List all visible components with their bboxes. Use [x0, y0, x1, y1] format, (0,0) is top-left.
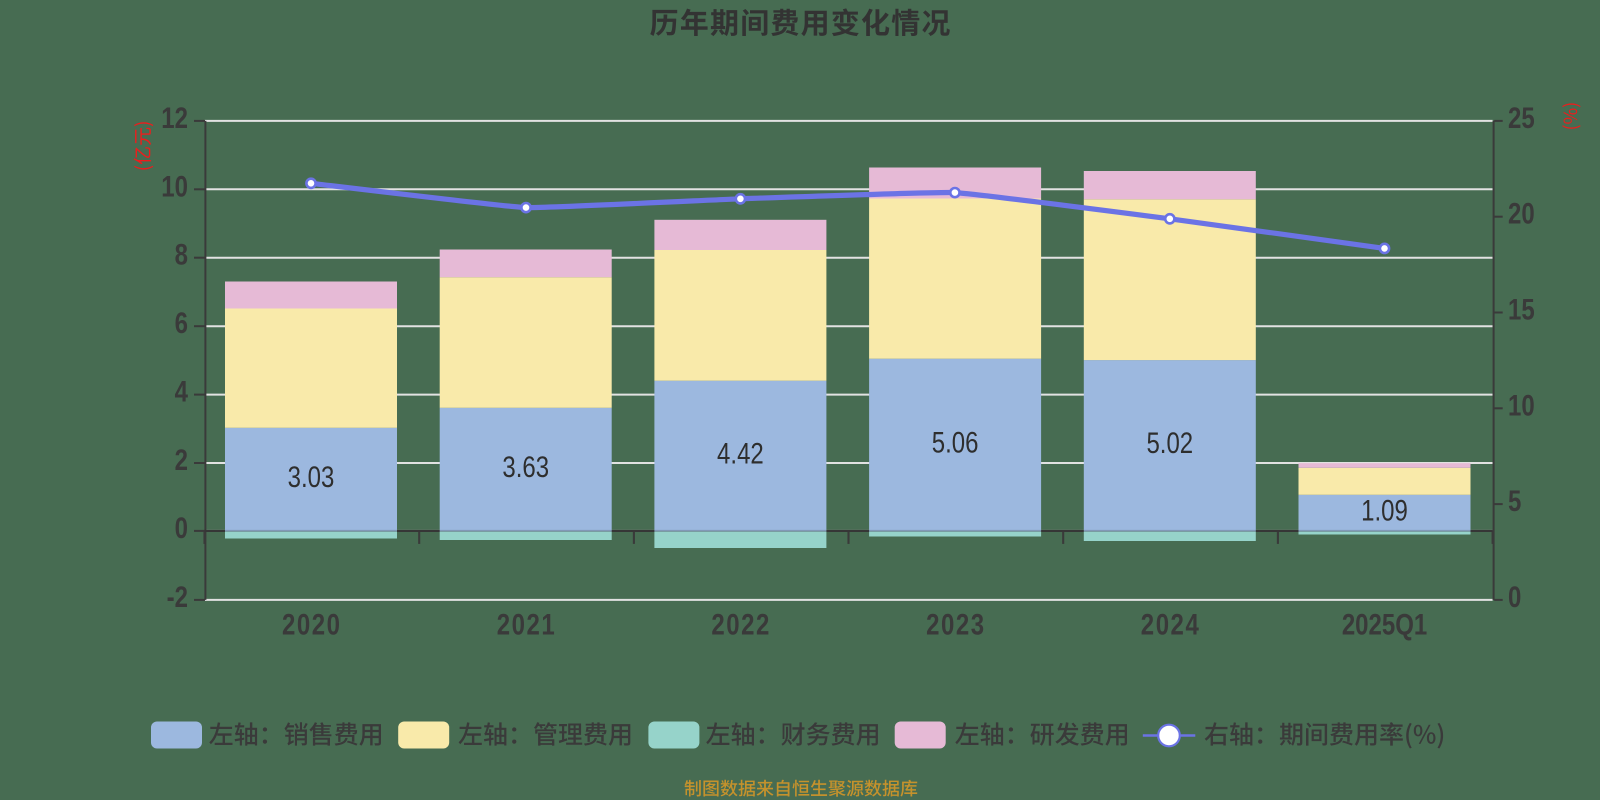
svg-text:10: 10 [161, 169, 188, 203]
svg-text:1.09: 1.09 [1361, 493, 1408, 527]
svg-text:0: 0 [1508, 579, 1521, 613]
svg-text:2023: 2023 [926, 607, 984, 641]
svg-text:2022: 2022 [711, 607, 769, 641]
svg-text:2025Q1: 2025Q1 [1342, 607, 1427, 641]
svg-text:2021: 2021 [497, 607, 555, 641]
svg-text:-2: -2 [167, 579, 188, 613]
svg-text:2: 2 [175, 442, 188, 476]
svg-text:2024: 2024 [1141, 607, 1199, 641]
svg-text:6: 6 [175, 306, 188, 340]
svg-text:3.03: 3.03 [288, 459, 335, 493]
svg-text:3.63: 3.63 [502, 449, 549, 483]
svg-text:4: 4 [175, 374, 188, 408]
svg-text:12: 12 [161, 100, 188, 134]
svg-text:10: 10 [1508, 388, 1535, 422]
svg-text:20: 20 [1508, 196, 1535, 230]
svg-text:5.06: 5.06 [932, 425, 979, 459]
svg-text:25: 25 [1508, 100, 1535, 134]
svg-text:2020: 2020 [282, 607, 340, 641]
svg-text:15: 15 [1508, 292, 1535, 326]
svg-text:5: 5 [1508, 483, 1521, 517]
svg-text:8: 8 [175, 237, 188, 271]
svg-text:5.02: 5.02 [1146, 425, 1193, 459]
svg-text:4.42: 4.42 [717, 436, 764, 470]
svg-text:0: 0 [175, 510, 188, 544]
